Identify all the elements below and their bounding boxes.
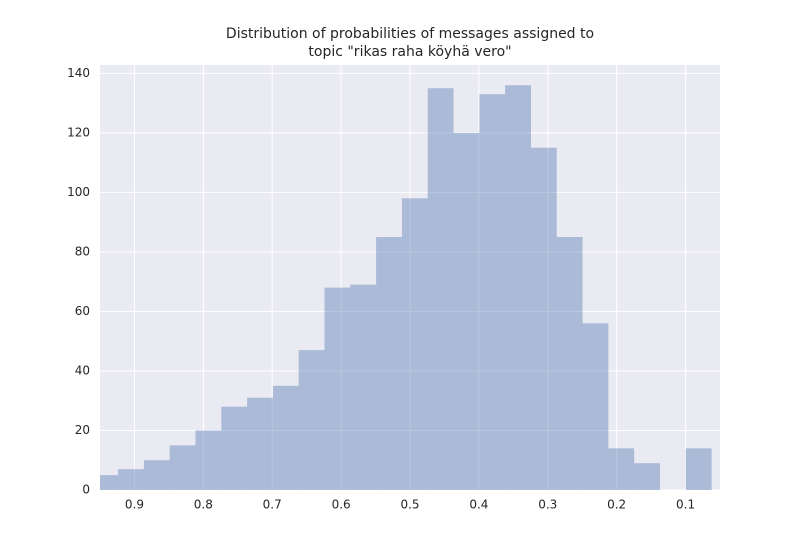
x-tick-label: 0.2 xyxy=(607,498,626,512)
bar xyxy=(582,323,609,490)
bar xyxy=(298,350,325,490)
y-tick-label: 0 xyxy=(82,483,90,497)
bar xyxy=(143,460,170,490)
x-tick-label: 0.3 xyxy=(538,498,557,512)
bar xyxy=(169,445,196,490)
bar xyxy=(530,147,557,490)
y-tick-label: 60 xyxy=(75,304,90,318)
chart-title: topic "rikas raha köyhä vero" xyxy=(308,44,511,60)
bar xyxy=(556,237,583,490)
bar xyxy=(505,85,531,490)
bar xyxy=(100,475,119,490)
bars xyxy=(100,85,712,490)
bar xyxy=(247,397,273,490)
bar xyxy=(479,94,506,490)
y-tick-label: 100 xyxy=(67,185,90,199)
x-tick-label: 0.9 xyxy=(125,498,144,512)
bar xyxy=(350,284,377,490)
x-tick-label: 0.8 xyxy=(194,498,213,512)
bar xyxy=(685,448,712,490)
bar xyxy=(376,237,402,490)
y-tick-label: 120 xyxy=(67,125,90,139)
bar xyxy=(221,406,248,490)
bar xyxy=(401,198,428,490)
y-tick-label: 40 xyxy=(75,363,90,377)
bar xyxy=(634,463,660,490)
bar xyxy=(272,385,299,490)
x-tick-label: 0.7 xyxy=(263,498,282,512)
x-tick-label: 0.5 xyxy=(400,498,419,512)
x-tick-label: 0.4 xyxy=(469,498,488,512)
chart-title: Distribution of probabilities of message… xyxy=(226,26,594,42)
grid xyxy=(100,65,720,491)
bar xyxy=(324,287,351,490)
bar xyxy=(195,430,222,490)
bar xyxy=(427,88,454,490)
bar xyxy=(118,469,144,490)
x-tick-label: 0.1 xyxy=(676,498,695,512)
y-tick-label: 140 xyxy=(67,66,90,80)
x-tick-label: 0.6 xyxy=(332,498,351,512)
y-tick-label: 80 xyxy=(75,244,90,258)
bar xyxy=(453,132,480,490)
y-tick-label: 20 xyxy=(75,423,90,437)
bar xyxy=(608,448,635,490)
